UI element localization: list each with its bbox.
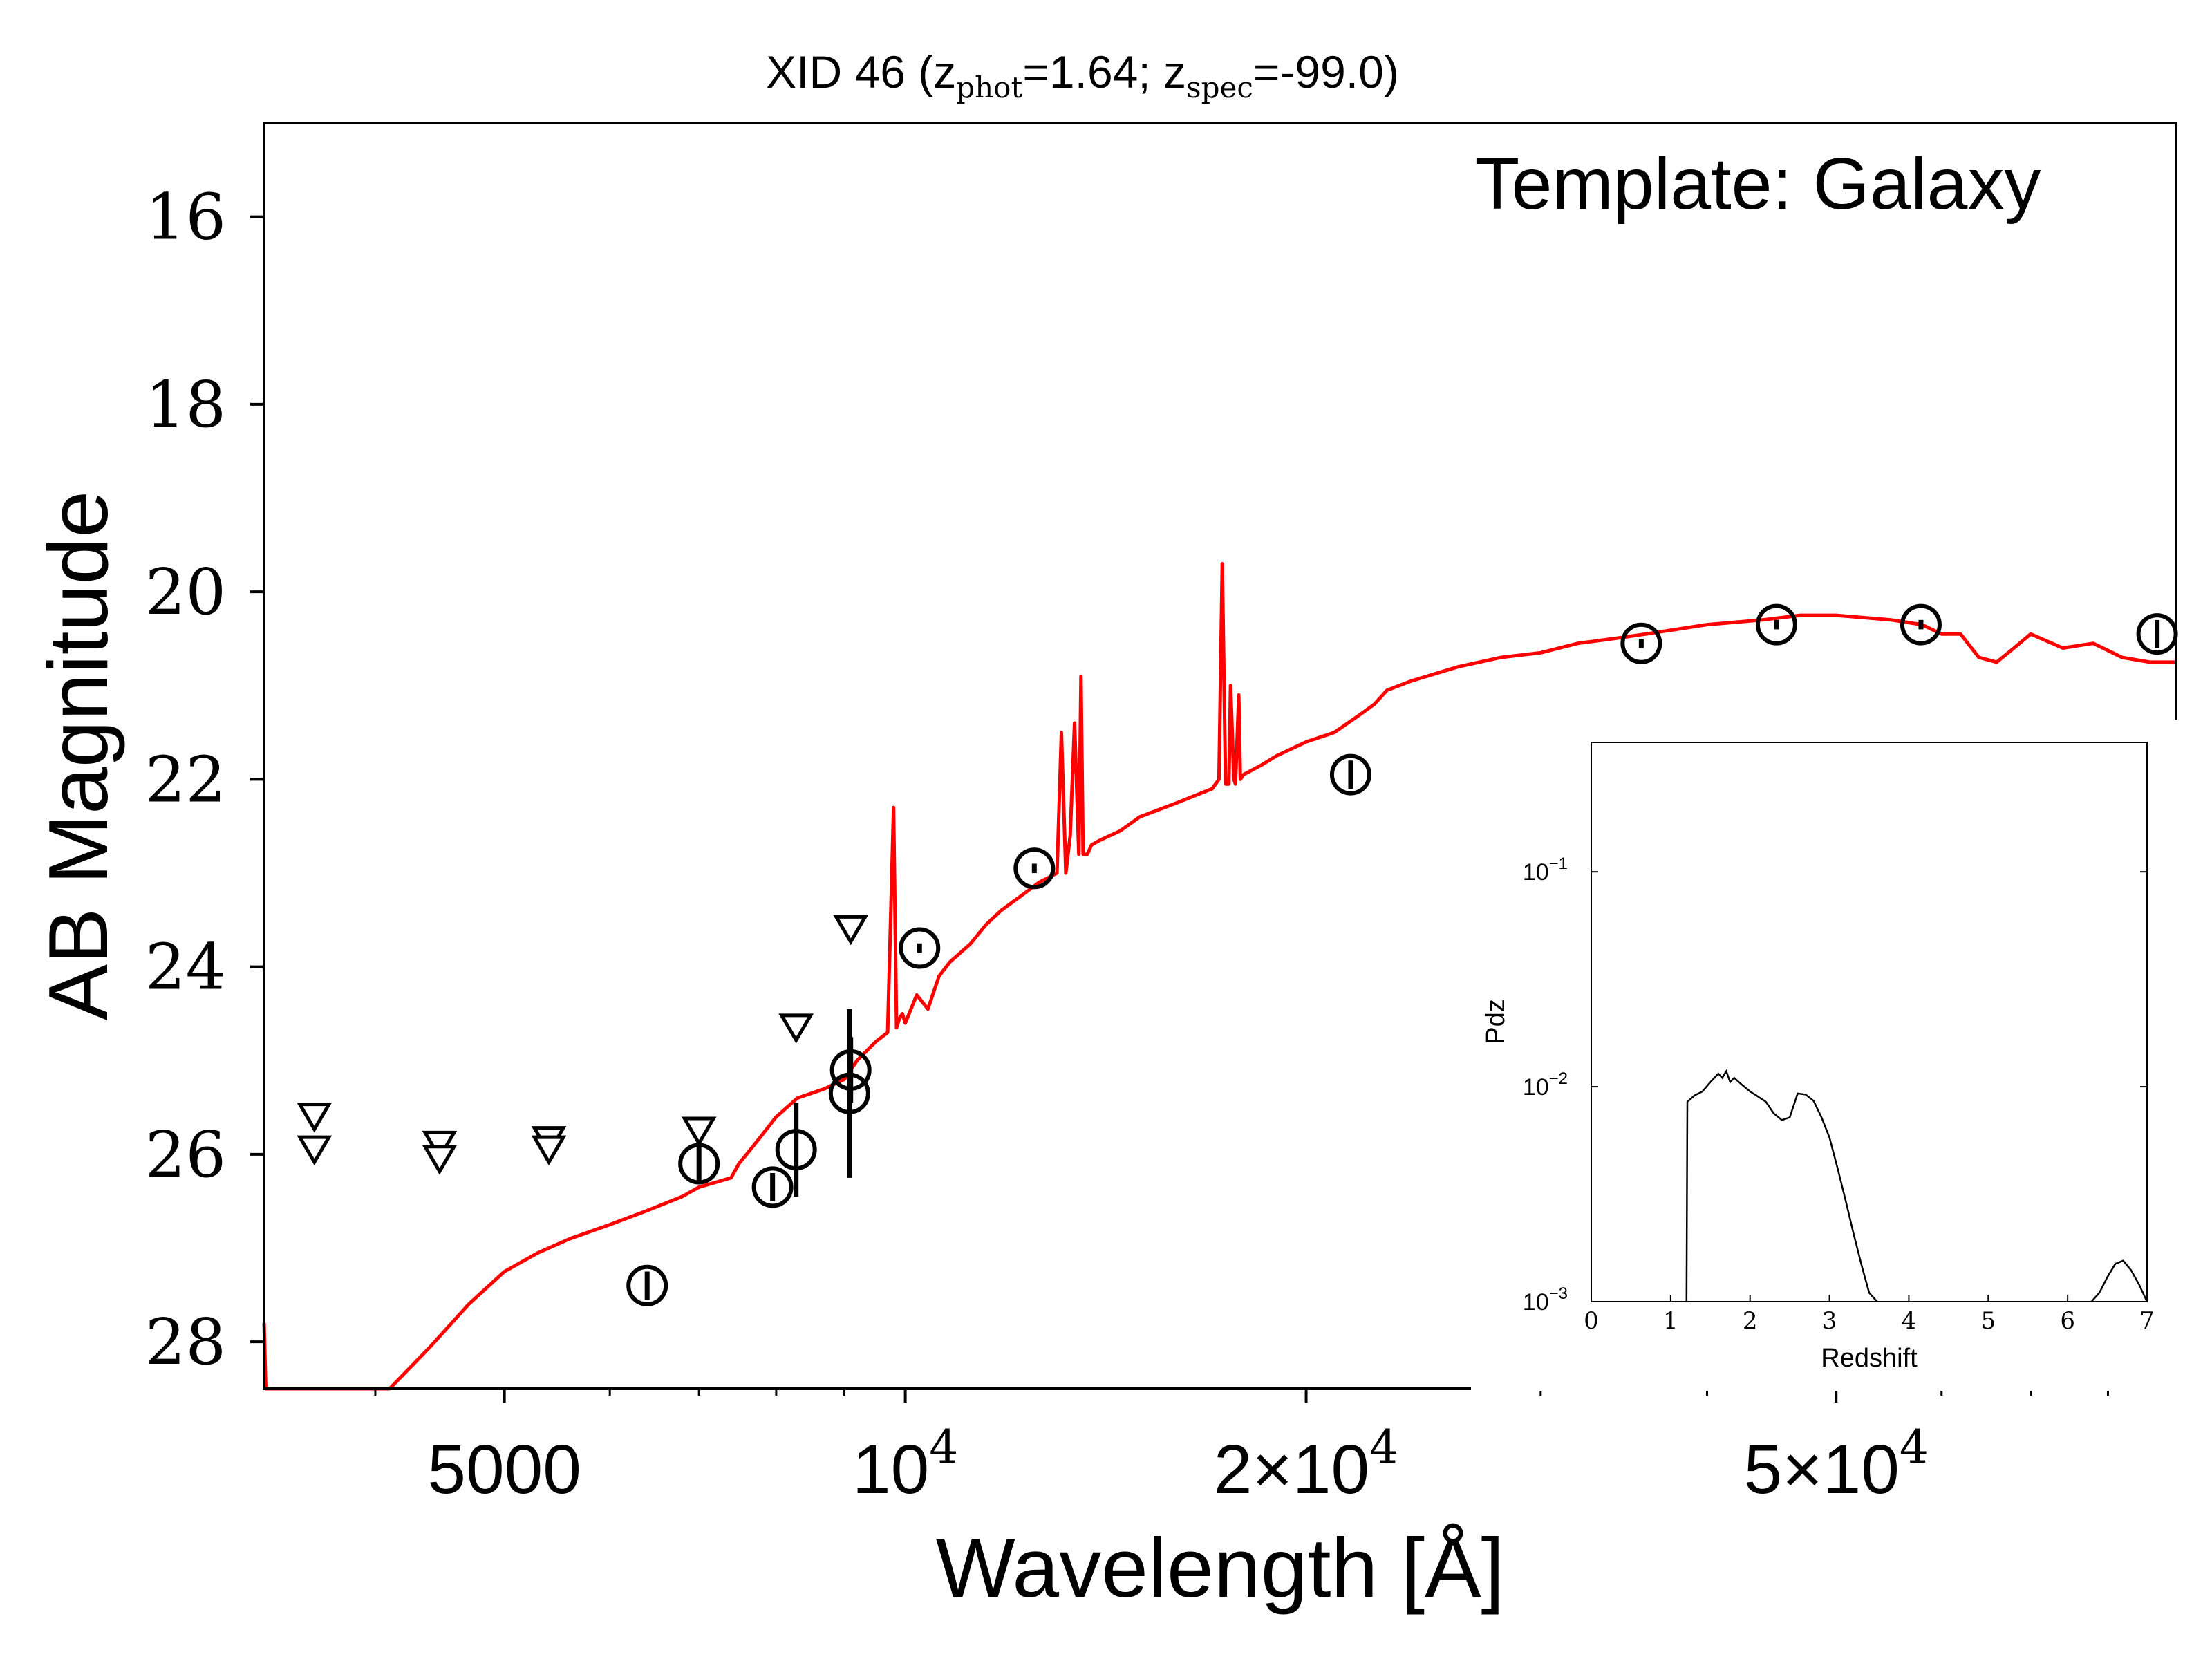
upper-limit-marker bbox=[531, 1135, 567, 1166]
photometry-point bbox=[1755, 603, 1797, 646]
inset-x-tick-label: 7 bbox=[2139, 1307, 2155, 1335]
y-tick-label: 24 bbox=[145, 930, 226, 1004]
inset-x-tick-label: 2 bbox=[1743, 1307, 1758, 1335]
photometry-point bbox=[1620, 622, 1662, 664]
upper-limit-marker bbox=[297, 1135, 332, 1166]
y-tick-label: 22 bbox=[145, 742, 226, 816]
y-tick-label: 16 bbox=[145, 180, 226, 254]
pdz-curve bbox=[1685, 1069, 1878, 1302]
template-annotation: Template: Galaxy bbox=[1475, 143, 2041, 225]
model-spectrum-line bbox=[262, 562, 2176, 1391]
photometry-point bbox=[899, 927, 941, 969]
inset-x-axis-ticks: 0 1 2 3 4 5 6 7 bbox=[1584, 1295, 2155, 1335]
upper-limit-marker bbox=[833, 915, 869, 946]
inset-x-tick-label: 6 bbox=[2060, 1307, 2075, 1335]
photometry-point bbox=[751, 1166, 794, 1208]
inset-x-tick-label: 5 bbox=[1980, 1307, 1996, 1335]
inset-background bbox=[1471, 720, 2183, 1391]
photometry-point bbox=[626, 1264, 668, 1306]
model-spectrum-layer bbox=[262, 562, 2176, 1391]
inset-x-tick-label: 1 bbox=[1663, 1307, 1678, 1335]
inset-x-tick-label: 3 bbox=[1822, 1307, 1837, 1335]
upper-limit-marker bbox=[778, 1013, 814, 1044]
photometry-point bbox=[828, 1072, 870, 1114]
x-tick-label: 104 bbox=[852, 1421, 958, 1508]
y-tick-label: 26 bbox=[145, 1118, 226, 1192]
upper-limit-marker bbox=[681, 1116, 717, 1147]
chart-title: XID 46 (zphot=1.64; zspec=-99.0) bbox=[766, 46, 1399, 104]
inset-x-tick-label: 0 bbox=[1584, 1307, 1599, 1335]
y-tick-label: 18 bbox=[145, 368, 226, 442]
pdz-curve-layer bbox=[1685, 1069, 2148, 1302]
upper-limit-marker bbox=[297, 1103, 332, 1133]
photometry-point bbox=[775, 1129, 817, 1171]
y-tick-label: 20 bbox=[145, 555, 226, 629]
main-x-axis-ticks: 5000 104 2×104 5×104 bbox=[374, 1389, 2109, 1508]
inset-plot-frame bbox=[1591, 742, 2148, 1302]
x-tick-label: 2×104 bbox=[1214, 1421, 1398, 1508]
x-tick-label: 5×104 bbox=[1744, 1421, 1929, 1508]
photometry-point bbox=[1900, 603, 1942, 646]
main-x-axis-label: Wavelength [Å] bbox=[936, 1521, 1505, 1615]
inset-x-axis-label: Redshift bbox=[1821, 1344, 1918, 1373]
y-tick-label: 28 bbox=[145, 1305, 226, 1379]
photometry-point bbox=[1329, 753, 1371, 796]
inset-y-axis-label: Pdz bbox=[1481, 999, 1510, 1044]
inset-x-tick-label: 4 bbox=[1902, 1307, 1917, 1335]
upper-limits-layer bbox=[297, 915, 869, 1175]
main-y-axis-ticks: 16 18 20 22 24 26 28 bbox=[145, 180, 264, 1379]
x-tick-label: 5000 bbox=[427, 1431, 581, 1508]
upper-limit-marker bbox=[422, 1145, 458, 1175]
photometry-point bbox=[1013, 847, 1056, 890]
main-y-axis-label: AB Magnitude bbox=[31, 491, 125, 1020]
pdz-curve bbox=[2090, 1259, 2148, 1302]
